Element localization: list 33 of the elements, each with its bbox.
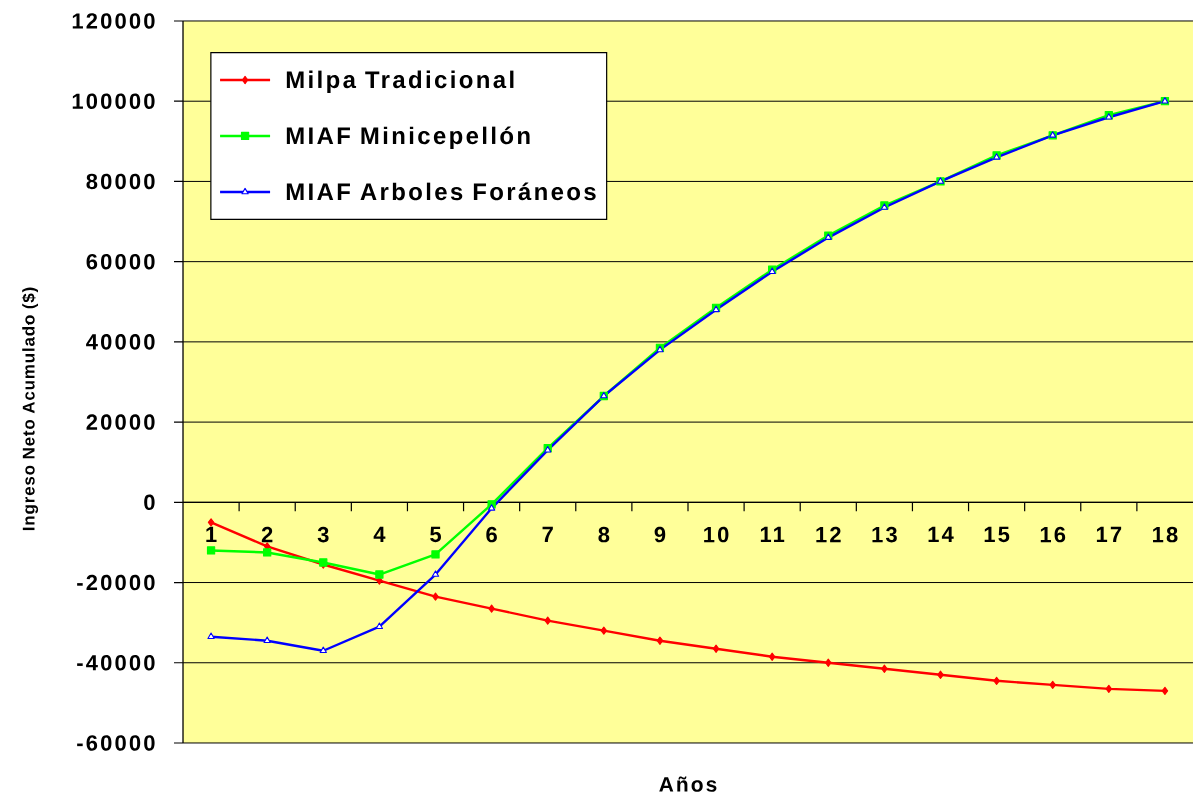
x-tick-label: 18 (1153, 526, 1178, 543)
y-tick-label: 60000 (86, 253, 155, 270)
x-tick-label: 9 (654, 526, 666, 543)
y-axis-title: Ingreso Neto Acumulado ($) (21, 287, 39, 531)
x-tick-label: 8 (598, 526, 610, 543)
x-tick-label: 16 (1040, 526, 1066, 543)
y-tick-label: 0 (144, 494, 155, 511)
legend-label: Milpa Tradicional (286, 70, 514, 93)
legend-label: MIAF Arboles Foráneos (286, 182, 596, 201)
x-tick-label: 14 (928, 526, 954, 542)
y-tick-label: 100000 (72, 93, 155, 109)
y-tick-label: -20000 (77, 574, 155, 591)
x-tick-label: 5 (430, 526, 441, 543)
y-tick-label: 120000 (72, 13, 155, 29)
x-tick-label: 7 (542, 526, 553, 542)
x-tick-label: 10 (704, 526, 729, 543)
y-tick-label: 40000 (86, 334, 155, 350)
x-tick-label: 1 (206, 526, 217, 542)
x-tick-label: 17 (1096, 526, 1122, 542)
y-tick-label: -40000 (77, 654, 155, 671)
y-tick-label: -60000 (77, 735, 155, 751)
x-tick-label: 6 (486, 526, 497, 543)
legend-label: MIAF Minicepellón (286, 126, 530, 149)
x-tick-label: 13 (872, 526, 897, 543)
x-tick-label: 4 (373, 526, 386, 542)
x-tick-label: 3 (317, 526, 329, 543)
x-tick-label: 11 (760, 526, 785, 542)
x-tick-label: 2 (261, 526, 273, 543)
x-axis-title: Años (659, 776, 717, 792)
y-tick-label: 80000 (86, 173, 155, 190)
y-tick-label: 20000 (86, 414, 155, 430)
x-tick-label: 12 (816, 526, 841, 543)
x-tick-label: 15 (984, 526, 1010, 543)
